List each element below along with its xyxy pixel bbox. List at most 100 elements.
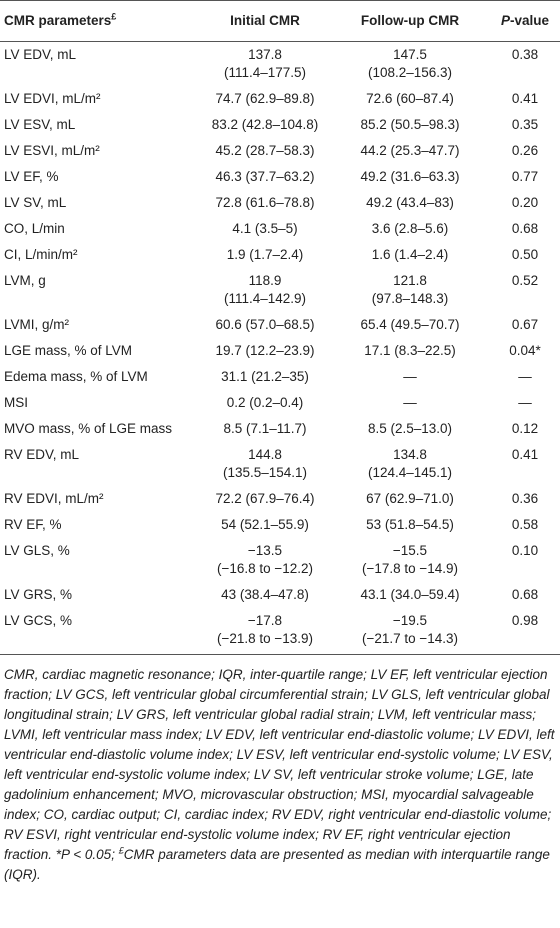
table-cell: 0.38: [511, 47, 539, 62]
table-row: LV GLS, % −13.5 (−16.8 to −12.2) −15.5 (−17.…: [0, 538, 560, 582]
table-row: LV EDV, mL 137.8 (111.4–177.5) 147.5 (108.2–…: [0, 42, 560, 87]
table-cell: LV GLS, %: [4, 543, 70, 558]
table-cell: 67 (62.9–71.0): [366, 491, 454, 506]
table-cell: RV EDVI, mL/m²: [4, 491, 104, 506]
table-cell: 83.2 (42.8–104.8): [211, 117, 319, 132]
table-cell: 31.1 (21.2–35): [221, 369, 309, 384]
table-cell: 8.5 (2.5–13.0): [367, 421, 453, 436]
table-row: CO, L/min 4.1 (3.5–5) 3.6 (2.8–5.6) 0.68: [0, 216, 560, 242]
table-cell: LV GCS, %: [0, 608, 200, 655]
table-cell: LGE mass, % of LVM: [4, 343, 133, 358]
footnote-text: CMR, cardiac magnetic resonance; IQR, in…: [4, 667, 555, 862]
table-row: RV EDVI, mL/m² 72.2 (67.9–76.4) 67 (62.9–7…: [0, 486, 560, 512]
table-row: RV EF, % 54 (52.1–55.9) 53 (51.8–54.5) 0.58: [0, 512, 560, 538]
cell-line: −17.8: [247, 613, 283, 628]
cell-line: (−17.8 to −14.9): [361, 561, 459, 576]
table-cell: 0.77: [511, 169, 539, 184]
table-cell: −13.5 (−16.8 to −12.2): [200, 538, 330, 582]
header-text: Initial CMR: [230, 13, 300, 28]
table-row: LV SV, mL 72.8 (61.6–78.8) 49.2 (43.4–83) 0…: [0, 190, 560, 216]
table-row: Edema mass, % of LVM 31.1 (21.2–35) — —: [0, 364, 560, 390]
table-cell: 54 (52.1–55.9): [221, 517, 309, 532]
cell-line: 121.8: [393, 273, 427, 288]
cell-line: 144.8: [248, 447, 282, 462]
table-cell: Edema mass, % of LVM: [4, 369, 148, 384]
header-cell: Initial CMR: [200, 0, 330, 42]
table-cell: 43 (38.4–47.8): [221, 587, 309, 602]
table-cell: −19.5 (−21.7 to −14.3): [330, 608, 490, 655]
table-cell: 72.2 (67.9–76.4): [215, 491, 315, 506]
table-cell: 0.12: [511, 421, 539, 436]
table-cell: 0.58: [511, 517, 539, 532]
table-row: LV EDVI, mL/m² 74.7 (62.9–89.8) 72.6 (60–8…: [0, 86, 560, 112]
table-cell: 0.41: [511, 91, 539, 106]
cell-line: (111.4–177.5): [223, 65, 307, 80]
table-cell: 19.7 (12.2–23.9): [215, 343, 315, 358]
table-row: LGE mass, % of LVM 19.7 (12.2–23.9) 17.1 (…: [0, 338, 560, 364]
table-cell: 0.26: [511, 143, 539, 158]
table-row: LVMI, g/m² 60.6 (57.0–68.5) 65.4 (49.5–70.…: [0, 312, 560, 338]
table-cell: 137.8 (111.4–177.5): [200, 42, 330, 87]
cell-line: (111.4–142.9): [223, 291, 307, 306]
table-cell: 0.52: [511, 273, 539, 288]
table-cell: 44.2 (25.3–47.7): [360, 143, 460, 158]
table-cell: CI, L/min/m²: [4, 247, 78, 262]
table-cell: 74.7 (62.9–89.8): [215, 91, 315, 106]
cell-line: −19.5: [392, 613, 428, 628]
table-cell: 144.8 (135.5–154.1): [200, 442, 330, 486]
table-cell: CO, L/min: [4, 221, 65, 236]
table-cell: 4.1 (3.5–5): [232, 221, 298, 236]
table-cell: 0.20: [511, 195, 539, 210]
table-cell: LV EF, %: [4, 169, 59, 184]
table-body: LV EDV, mL 137.8 (111.4–177.5) 147.5 (108.2–…: [0, 42, 560, 655]
table-row: LV ESV, mL 83.2 (42.8–104.8) 85.2 (50.5–98…: [0, 112, 560, 138]
table-cell: MSI: [4, 395, 29, 410]
table-cell: 134.8 (124.4–145.1): [330, 442, 490, 486]
table-cell: 1.9 (1.7–2.4): [226, 247, 304, 262]
table-cell: 0.2 (0.2–0.4): [226, 395, 304, 410]
table-cell: LVM, g: [4, 273, 46, 288]
table-cell: 72.6 (60–87.4): [366, 91, 454, 106]
table-cell: 0.10: [511, 543, 539, 558]
table-cell: 0.41: [511, 447, 539, 462]
cell-line: (97.8–148.3): [371, 291, 449, 306]
table-cell: LV EDV, mL: [4, 47, 77, 62]
cell-line: 147.5: [393, 47, 427, 62]
table-row: MSI 0.2 (0.2–0.4) — —: [0, 390, 560, 416]
table-cell: —: [518, 395, 532, 410]
footnote: CMR, cardiac magnetic resonance; IQR, in…: [4, 665, 556, 885]
table-cell: MVO mass, % of LGE mass: [4, 421, 173, 436]
table-row: LV EF, % 46.3 (37.7–63.2) 49.2 (31.6–63.3)…: [0, 164, 560, 190]
table-cell: 0.98: [490, 608, 560, 655]
header-text: -value: [509, 13, 550, 28]
table-cell: 3.6 (2.8–5.6): [371, 221, 449, 236]
page: CMR parameters£ Initial CMR Follow-up CMR P…: [0, 0, 560, 885]
cell-line: 118.9: [248, 273, 282, 288]
table-cell: −17.8 (−21.8 to −13.9): [200, 608, 330, 655]
header-cell: Follow-up CMR: [330, 0, 490, 42]
table-row: MVO mass, % of LGE mass 8.5 (7.1–11.7) 8.5…: [0, 416, 560, 442]
table-cell: RV EDV, mL: [4, 447, 80, 462]
table-cell: 0.68: [511, 587, 539, 602]
table-row: RV EDV, mL 144.8 (135.5–154.1) 134.8 (124.4–…: [0, 442, 560, 486]
header-text: P: [500, 13, 510, 28]
table-cell: LV SV, mL: [4, 195, 67, 210]
table-cell: 45.2 (28.7–58.3): [215, 143, 315, 158]
table-cell: 53 (51.8–54.5): [366, 517, 454, 532]
table-cell: 60.6 (57.0–68.5): [215, 317, 315, 332]
table-row: CI, L/min/m² 1.9 (1.7–2.4) 1.6 (1.4–2.4) 0.…: [0, 242, 560, 268]
table-cell: 0.67: [511, 317, 539, 332]
table-cell: −15.5 (−17.8 to −14.9): [330, 538, 490, 582]
table-cell: 17.1 (8.3–22.5): [364, 343, 456, 358]
table-cell: 8.5 (7.1–11.7): [223, 421, 307, 436]
table-cell: 0.35: [511, 117, 539, 132]
table-cell: 46.3 (37.7–63.2): [215, 169, 315, 184]
table-cell: LV ESVI, mL/m²: [4, 143, 100, 158]
table-cell: LV EDVI, mL/m²: [4, 91, 101, 106]
table-cell: 49.2 (31.6–63.3): [360, 169, 460, 184]
cell-line: (−21.7 to −14.3): [361, 631, 459, 646]
table-cell: LVMI, g/m²: [4, 317, 70, 332]
cell-line: −15.5: [392, 543, 428, 558]
table-cell: LV GRS, %: [4, 587, 73, 602]
table-row: LV ESVI, mL/m² 45.2 (28.7–58.3) 44.2 (25.3…: [0, 138, 560, 164]
